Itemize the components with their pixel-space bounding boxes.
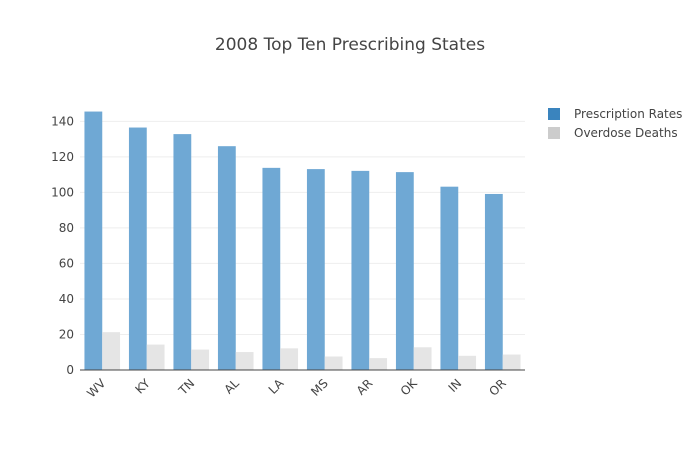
bars-layer: [80, 111, 525, 371]
x-tick-label: OR: [486, 376, 508, 398]
overdose-deaths-bar-tn[interactable]: [191, 349, 210, 370]
x-tick-label: KY: [133, 376, 154, 397]
x-tick-label: LA: [266, 376, 287, 397]
overdose-deaths-bar-in[interactable]: [458, 355, 477, 370]
legend[interactable]: Prescription Rates Overdose Deaths: [548, 107, 682, 140]
prescription-rate-bar-ky[interactable]: [128, 127, 147, 370]
chart-title: 2008 Top Ten Prescribing States: [215, 35, 485, 55]
prescription-rate-bar-in[interactable]: [440, 186, 459, 370]
x-axis: WV KY TN AL LA MS AR OK IN OR: [84, 375, 509, 400]
x-tick-label: IN: [446, 376, 465, 395]
y-tick-label: 20: [59, 327, 74, 341]
prescription-rate-bar-ok[interactable]: [395, 172, 414, 370]
legend-item-prescription-rates[interactable]: Prescription Rates: [548, 107, 682, 121]
y-tick-label: 100: [51, 185, 74, 199]
x-tick-label: TN: [175, 376, 197, 398]
grid-layer: [80, 120, 525, 335]
y-tick-label: 80: [59, 221, 74, 235]
prescription-rate-bar-ar[interactable]: [351, 170, 370, 370]
x-tick-label: AL: [221, 376, 242, 397]
prescription-rate-bar-ms[interactable]: [306, 169, 325, 370]
x-tick-label: OK: [398, 375, 421, 398]
x-tick-label: MS: [308, 376, 331, 399]
y-axis: 0 20 40 60 80 100 120 140: [51, 114, 74, 377]
overdose-deaths-bar-la[interactable]: [280, 348, 299, 370]
y-tick-label: 120: [51, 150, 74, 164]
legend-label: Prescription Rates: [574, 107, 682, 121]
x-tick-label: AR: [354, 376, 376, 398]
overdose-deaths-bar-wv[interactable]: [102, 332, 121, 370]
legend-label: Overdose Deaths: [574, 126, 678, 140]
prescription-rate-bar-la[interactable]: [262, 167, 281, 370]
legend-item-overdose-deaths[interactable]: Overdose Deaths: [548, 126, 678, 140]
y-tick-label: 140: [51, 114, 74, 128]
overdose-deaths-bar-ar[interactable]: [369, 358, 388, 370]
overdose-deaths-bar-ky[interactable]: [146, 344, 165, 370]
prescription-rate-bar-tn[interactable]: [173, 134, 192, 370]
overdose-deaths-bar-ms[interactable]: [324, 356, 343, 371]
prescription-rate-bar-al[interactable]: [217, 146, 236, 370]
overdose-deaths-bar-ok[interactable]: [413, 347, 432, 370]
overdose-deaths-bar-or[interactable]: [502, 354, 521, 370]
legend-swatch: [548, 127, 560, 139]
x-tick-label: WV: [84, 376, 109, 401]
y-tick-label: 0: [66, 363, 74, 377]
prescription-rate-bar-or[interactable]: [484, 193, 503, 370]
y-tick-label: 60: [59, 256, 74, 270]
prescription-rate-bar-wv[interactable]: [84, 111, 103, 370]
legend-swatch: [548, 108, 560, 120]
y-tick-label: 40: [59, 292, 74, 306]
overdose-deaths-bar-al[interactable]: [235, 352, 254, 370]
